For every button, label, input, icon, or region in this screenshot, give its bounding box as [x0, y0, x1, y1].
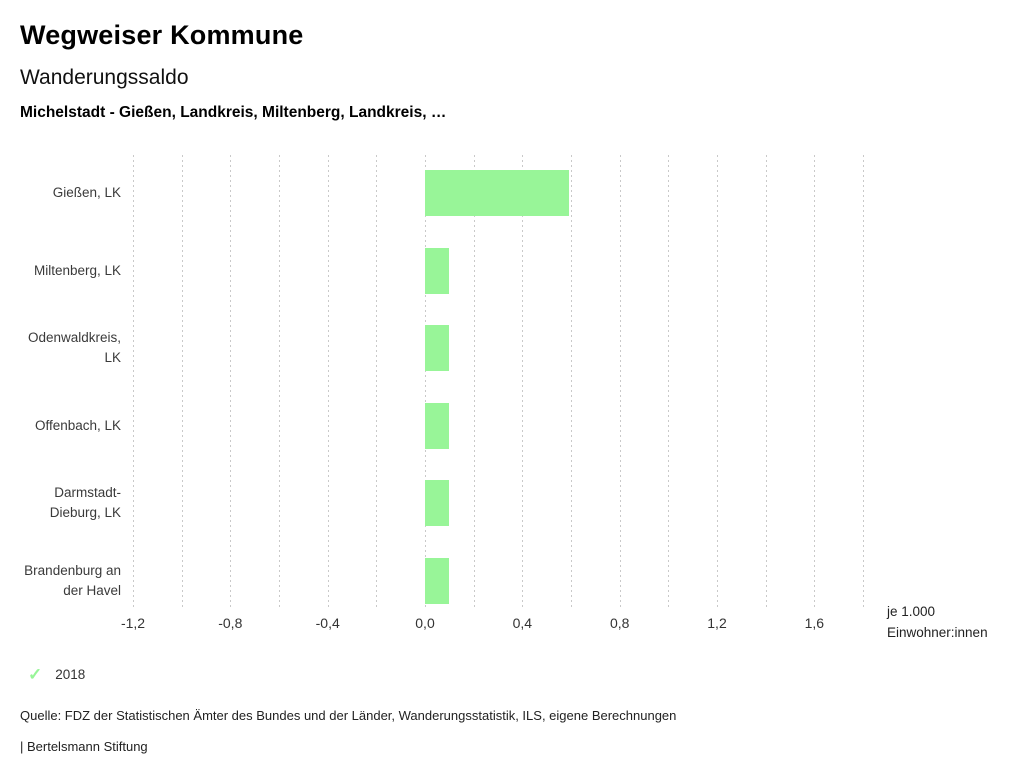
gridline: [133, 155, 134, 610]
category-label: Offenbach, LK: [34, 417, 121, 433]
bar: [425, 325, 450, 372]
category-label: Odenwaldkreis, LK: [27, 330, 121, 366]
gridline: [425, 155, 426, 610]
bar: [425, 558, 450, 604]
chart-title: Wanderungssaldo: [20, 66, 189, 89]
x-tick-label: -1,2: [120, 615, 146, 631]
check-icon[interactable]: ✓: [28, 665, 43, 684]
x-tick-label: 0,4: [512, 615, 533, 631]
category-label: Brandenburg an der Havel: [24, 563, 121, 598]
gridline: [863, 155, 864, 610]
gridline: [376, 155, 378, 610]
gridline: [327, 155, 329, 610]
x-tick-label: 1,6: [804, 615, 825, 631]
legend: ✓ 2018: [28, 666, 85, 683]
gridline: [814, 155, 816, 610]
bar: [425, 247, 450, 294]
x-tick-label: -0,8: [218, 615, 243, 631]
source-text: Quelle: FDZ der Statistischen Ämter des …: [20, 708, 677, 723]
gridline: [668, 155, 670, 610]
x-axis-unit-label: je 1.000 Einwohner:innen: [887, 604, 988, 640]
chart-subtitle: Michelstadt - Gießen, Landkreis, Miltenb…: [20, 104, 447, 121]
gridline: [619, 155, 621, 610]
x-tick-label: 0,0: [415, 615, 435, 631]
bar: [425, 170, 569, 216]
category-label: Gießen, LK: [52, 185, 121, 200]
category-label: Miltenberg, LK: [33, 262, 121, 278]
x-tick-label: 1,2: [707, 615, 727, 631]
gridline: [522, 155, 524, 610]
legend-item-2018[interactable]: 2018: [55, 667, 86, 682]
plot-area: -1,2 -0,8 -0,4 0,0 0,4 0,8 1,2 1,6: [121, 155, 864, 631]
gridline: [473, 155, 475, 610]
attribution-text: | Bertelsmann Stiftung: [20, 739, 148, 754]
gridline: [279, 155, 280, 610]
x-tick-label: 0,8: [609, 615, 630, 631]
category-label: Darmstadt-Dieburg, LK: [49, 485, 121, 521]
gridline: [181, 155, 183, 610]
gridline: [230, 155, 232, 610]
bar: [425, 480, 450, 527]
x-tick-label: -0,4: [315, 615, 340, 631]
gridline: [571, 155, 572, 610]
gridline: [765, 155, 767, 610]
app-title: Wegweiser Kommune: [20, 20, 304, 50]
bar: [425, 402, 450, 449]
gridline: [717, 155, 718, 610]
